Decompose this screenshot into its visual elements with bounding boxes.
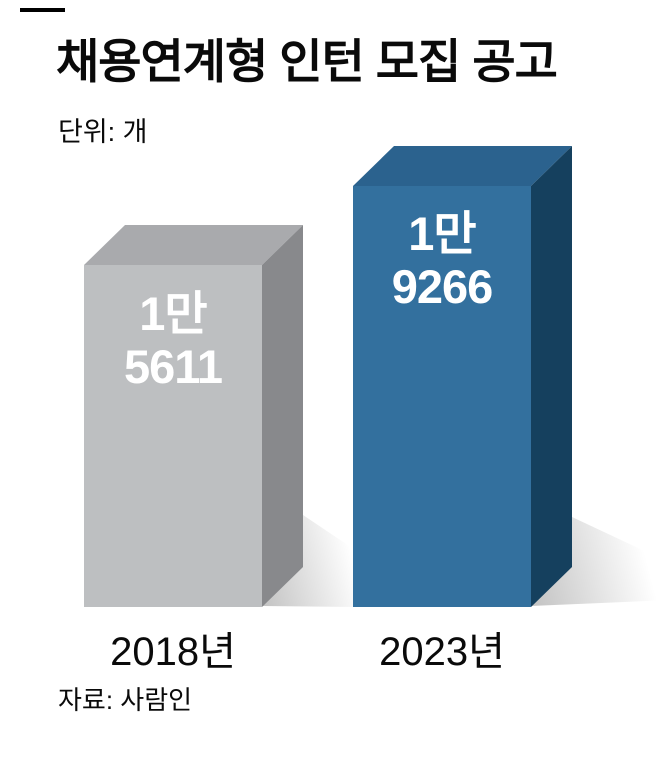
bar-2018-value-line2: 5611 <box>124 340 223 393</box>
bar-2023-top-face <box>353 146 572 186</box>
bar-2018-top-face <box>84 225 303 265</box>
bar-2018-value-label: 1만 5611 <box>84 287 262 393</box>
bar-2018-side-face <box>262 225 303 607</box>
category-label-2023: 2023년 <box>379 630 505 674</box>
source-label: 자료: 사람인 <box>58 685 193 715</box>
bar-2023-value-line2: 9266 <box>391 260 494 313</box>
bar-2023-value-line1: 1만 <box>408 207 476 260</box>
bar-2018-value-line1: 1만 <box>139 287 207 340</box>
chart-title: 채용연계형 인턴 모집 공고 <box>56 35 558 88</box>
top-accent-line <box>20 8 65 12</box>
bar-2023-side-face <box>531 146 572 607</box>
bar-2023-front-face: 1만 9266 <box>353 186 531 607</box>
bar-2023-value-label: 1만 9266 <box>353 207 531 313</box>
category-label-2018: 2018년 <box>110 630 236 674</box>
unit-label: 단위: 개 <box>58 117 148 147</box>
bar-2018-front-face: 1만 5611 <box>84 265 262 607</box>
